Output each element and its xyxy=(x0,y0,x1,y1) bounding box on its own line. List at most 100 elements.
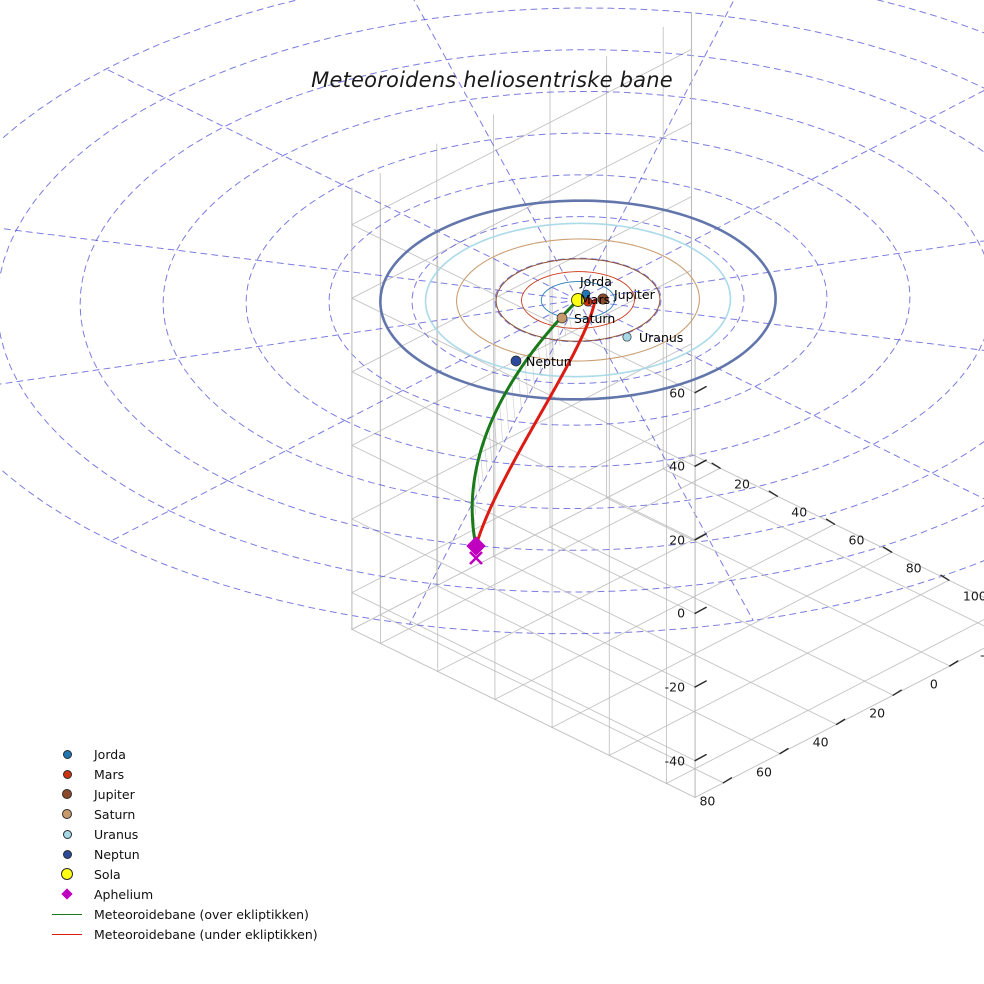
legend-marker-key xyxy=(46,784,88,804)
box-grid-line xyxy=(351,371,696,541)
z-axis-tick xyxy=(694,753,707,762)
aphelion-marker xyxy=(466,536,486,556)
box-grid-line xyxy=(351,444,696,614)
box-grid-line xyxy=(351,343,692,520)
legend-item-meteoroidebane-under-ekliptikken[interactable]: Meteoroidebane (under ekliptikken) xyxy=(46,924,346,944)
legend-marker-key xyxy=(46,884,88,904)
legend-dot-swatch xyxy=(62,829,72,839)
x-axis-tick xyxy=(722,777,733,784)
z-axis-tick xyxy=(694,606,707,615)
legend-dot-swatch xyxy=(62,749,72,759)
x-tick-label-0: -20 xyxy=(980,647,984,662)
z-axis-tick xyxy=(694,459,707,467)
x-axis-tick xyxy=(835,718,846,726)
z-tick-label-5: -40 xyxy=(664,753,686,769)
box-grid-line xyxy=(436,585,781,755)
z-tick-label-2: 20 xyxy=(669,532,686,548)
orbit-drop-lines xyxy=(471,304,577,537)
legend-item-label: Neptun xyxy=(94,846,140,862)
x-tick-label-3: 40 xyxy=(812,734,829,750)
box-grid-line xyxy=(351,48,692,226)
orbit-drop-line xyxy=(537,344,542,376)
legend-item-aphelium[interactable]: Aphelium xyxy=(46,884,346,904)
legend-item-jupiter[interactable]: Jupiter xyxy=(46,784,346,804)
z-tick-label-0: 60 xyxy=(669,385,686,401)
y-axis-tick xyxy=(768,490,778,497)
page-title: Meteoroidens heliosentriske bane xyxy=(311,68,673,92)
legend: Jorda Mars Jupiter Saturn Uranus Neptun Sola Ap… xyxy=(46,744,346,944)
y-tick-label-1: 40 xyxy=(791,504,808,520)
legend-marker-key xyxy=(46,824,88,844)
orbit-drop-line xyxy=(531,352,535,387)
legend-item-sola[interactable]: Sola xyxy=(46,864,346,884)
box-wireframe-back xyxy=(351,26,696,784)
y-tick-label-3: 80 xyxy=(905,560,922,576)
legend-item-mars[interactable]: Mars xyxy=(46,764,346,784)
legend-item-label: Jorda xyxy=(94,746,126,762)
polar-grid-spoke xyxy=(413,0,579,301)
box-grid-line xyxy=(379,614,724,784)
legend-item-label: Sola xyxy=(94,866,121,882)
polar-grid-spoke xyxy=(577,299,754,621)
polar-grid-circle xyxy=(162,90,984,510)
polar-grid xyxy=(0,0,984,635)
polar-grid-spoke xyxy=(577,240,984,301)
legend-line-key xyxy=(46,924,88,944)
polar-grid-spoke xyxy=(577,0,735,301)
box-grid-line xyxy=(608,579,950,756)
body-marker-mars xyxy=(583,297,593,307)
meteoroid-orbit-under-ecliptic xyxy=(474,298,597,548)
polar-grid-spoke xyxy=(577,299,984,351)
box-grid-line xyxy=(492,555,838,725)
polar-grid-circle xyxy=(245,132,911,468)
y-tick-label-2: 60 xyxy=(848,532,865,548)
legend-item-neptun[interactable]: Neptun xyxy=(46,844,346,864)
box-grid-line xyxy=(351,122,692,299)
orbit-drop-line xyxy=(499,403,503,441)
y-axis-tick xyxy=(883,546,893,553)
celestial-body-markers xyxy=(466,289,632,565)
legend-dot-swatch xyxy=(62,769,72,779)
z-tick-label-3: 0 xyxy=(677,605,686,621)
planet-orbit-rings xyxy=(379,199,777,401)
sun-marker xyxy=(571,293,585,307)
orbit-ring-uranus xyxy=(424,222,732,378)
orbit-drop-line xyxy=(505,392,509,430)
z-tick-label-4: -20 xyxy=(664,679,686,695)
legend-line-swatch xyxy=(52,913,82,915)
legend-item-label: Saturn xyxy=(94,806,136,822)
box-grid-line xyxy=(666,619,984,784)
legend-marker-key xyxy=(46,864,88,884)
legend-item-label: Aphelium xyxy=(94,886,154,902)
meteoroid-trajectory xyxy=(470,298,597,548)
orbit-drop-line xyxy=(567,309,572,328)
body-marker-saturn xyxy=(556,312,568,324)
legend-item-jorda[interactable]: Jorda xyxy=(46,744,346,764)
box-grid-line xyxy=(606,497,951,667)
legend-marker-key xyxy=(46,744,88,764)
z-axis-tick xyxy=(694,680,707,688)
x-axis-tick xyxy=(892,689,902,696)
orbit-ring-jorda xyxy=(540,281,616,319)
orbit-ring-saturn xyxy=(456,238,700,362)
legend-item-label: Mars xyxy=(94,766,125,782)
box-grid-line xyxy=(549,526,894,696)
legend-line-key xyxy=(46,904,88,924)
legend-marker-key xyxy=(46,844,88,864)
legend-marker-key xyxy=(46,764,88,784)
legend-item-label: Meteoroidebane (over ekliptikken) xyxy=(94,906,309,922)
z-tick-label-1: 40 xyxy=(669,458,686,474)
z-axis-tick xyxy=(694,533,707,541)
legend-item-saturn[interactable]: Saturn xyxy=(46,804,346,824)
legend-item-label: Jupiter xyxy=(94,786,135,802)
legend-line-swatch xyxy=(52,933,82,935)
polar-grid-circle xyxy=(0,0,984,635)
legend-marker-key xyxy=(46,804,88,824)
orbit-drop-line xyxy=(524,361,529,397)
legend-item-uranus[interactable]: Uranus xyxy=(46,824,346,844)
legend-item-meteoroidebane-over-ekliptikken[interactable]: Meteoroidebane (over ekliptikken) xyxy=(46,904,346,924)
orbit-drop-line xyxy=(479,452,484,484)
box-grid-line xyxy=(351,416,692,594)
